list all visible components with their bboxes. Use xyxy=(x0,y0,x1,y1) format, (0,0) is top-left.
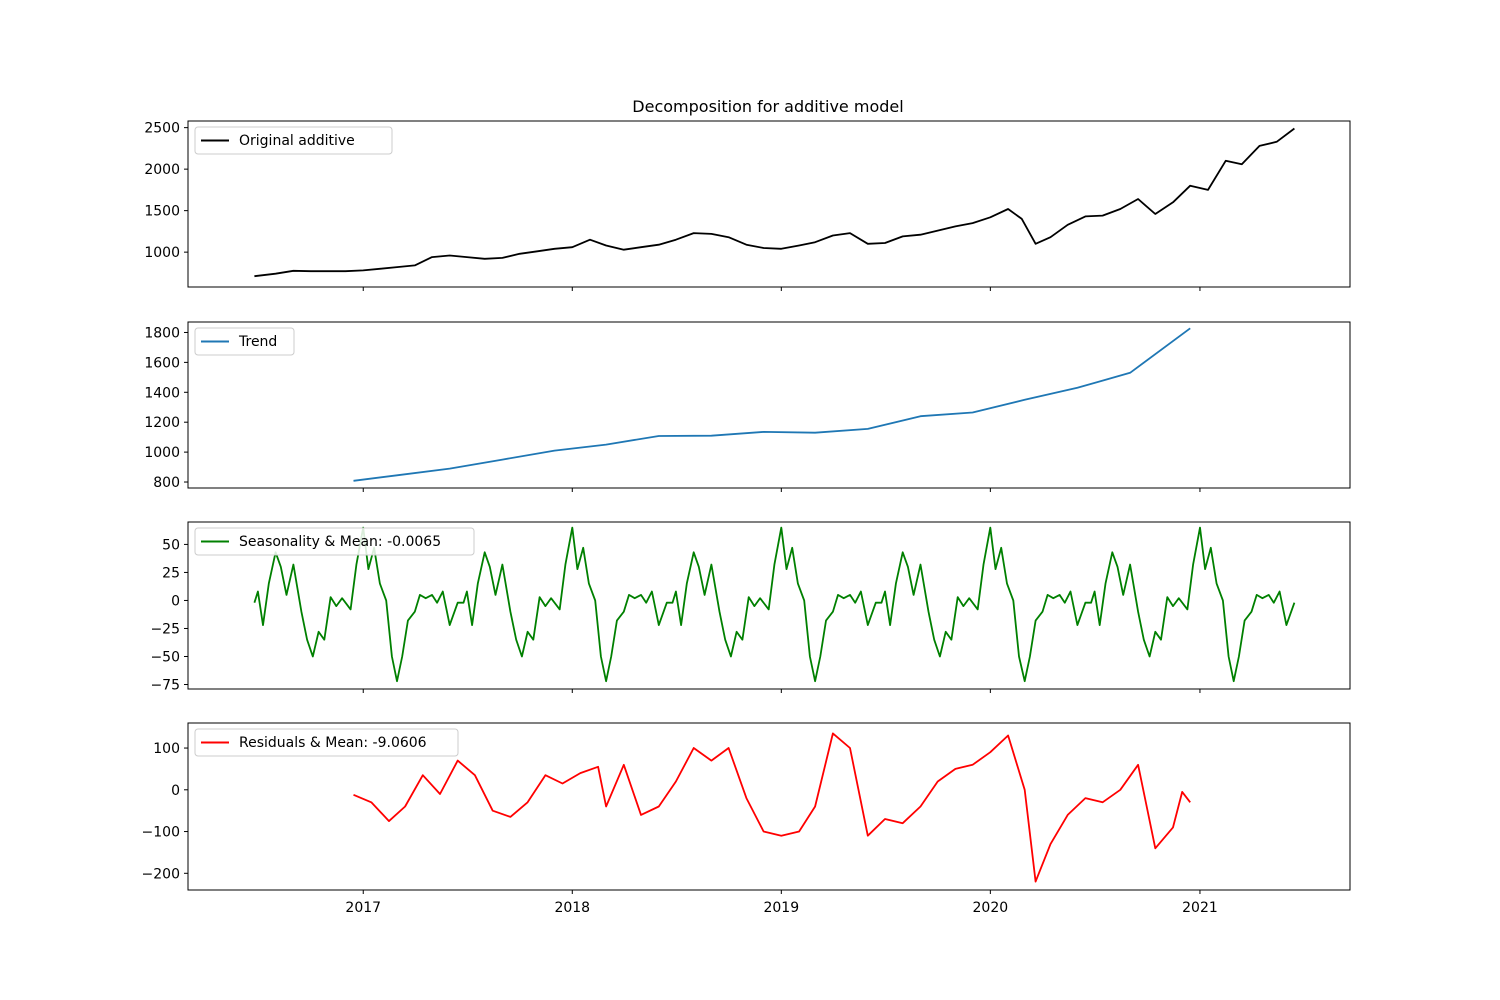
panel-3-ytick-label-3: 0 xyxy=(171,593,180,609)
panel-4-series-line-0 xyxy=(353,732,1191,883)
panel-1-ytick-label-1: 1500 xyxy=(144,204,180,220)
panel-2-ytick-label-4: 1600 xyxy=(144,355,180,371)
panel-4-legend-box xyxy=(194,728,459,757)
panel-2-ytick-label-5: 1800 xyxy=(144,325,180,341)
panel-2-axes-frame xyxy=(187,321,1351,489)
panel-1-ytick-label-0: 1000 xyxy=(144,245,180,261)
panel-2-ytick-label-0: 800 xyxy=(153,475,180,491)
xtick-label-3: 2020 xyxy=(973,900,1009,916)
panel-2-legend-label: Trend xyxy=(238,334,277,350)
xtick-label-0: 2017 xyxy=(345,900,381,916)
panel-3-ytick-label-2: −25 xyxy=(150,621,180,637)
panel-3-ytick-label-4: 25 xyxy=(162,565,180,581)
panel-3-ytick-label-5: 50 xyxy=(162,537,180,553)
panel-3-ytick-label-1: −50 xyxy=(150,649,180,665)
chart-title: Decomposition for additive model xyxy=(632,97,903,116)
panel-1-legend-label: Original additive xyxy=(239,133,355,149)
panel-2-series-line-0 xyxy=(353,327,1191,482)
panel-1-ytick-label-2: 2000 xyxy=(144,162,180,178)
panel-2-legend-box xyxy=(194,327,295,356)
xtick-label-1: 2018 xyxy=(554,900,590,916)
panel-4-ytick-label-2: 0 xyxy=(171,783,180,799)
panel-1-ytick-label-3: 2500 xyxy=(144,121,180,137)
panel-1-axes-frame xyxy=(187,120,1351,288)
panel-2-ytick-label-2: 1200 xyxy=(144,415,180,431)
panel-4-legend-label: Residuals & Mean: -9.0606 xyxy=(239,735,427,751)
xtick-label-4: 2021 xyxy=(1182,900,1218,916)
panel-3-axes-frame xyxy=(187,521,1351,690)
panel-3-legend-label: Seasonality & Mean: -0.0065 xyxy=(239,534,441,550)
panel-1-series-line-0 xyxy=(254,127,1295,278)
panel-3-series-line-0 xyxy=(253,526,1296,683)
panel-4-ytick-label-0: −200 xyxy=(142,866,180,882)
panel-4-ytick-label-3: 100 xyxy=(153,741,180,757)
panel-2-ytick-label-1: 1000 xyxy=(144,445,180,461)
panel-1-legend-box xyxy=(194,126,393,155)
panel-3-legend-box xyxy=(194,527,475,556)
panel-2-ytick-label-3: 1400 xyxy=(144,385,180,401)
panel-3-ytick-label-0: −75 xyxy=(150,678,180,694)
xtick-label-2: 2019 xyxy=(763,900,799,916)
panel-4-ytick-label-1: −100 xyxy=(142,825,180,841)
panel-4-axes-frame xyxy=(187,722,1351,891)
